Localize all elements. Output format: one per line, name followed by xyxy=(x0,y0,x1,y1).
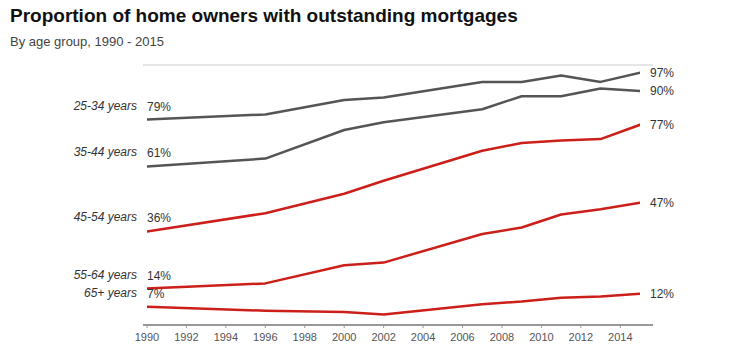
x-tick-label: 1992 xyxy=(174,331,198,343)
data-label: 12% xyxy=(650,287,674,301)
data-label: 79% xyxy=(147,100,171,114)
x-tick xyxy=(265,325,266,328)
series-line xyxy=(147,294,640,315)
x-tick xyxy=(423,325,424,328)
x-tick-label: 2004 xyxy=(411,331,435,343)
series-line xyxy=(147,203,640,289)
x-tick-label: 1998 xyxy=(293,331,317,343)
series-line xyxy=(147,88,640,166)
x-tick xyxy=(580,325,581,328)
x-tick-label: 1994 xyxy=(214,331,238,343)
data-label: 36% xyxy=(147,211,171,225)
series-label: 35-44 years xyxy=(74,145,137,159)
series-label: 45-54 years xyxy=(74,210,137,224)
data-label: 97% xyxy=(650,66,674,80)
plot-area xyxy=(147,73,640,315)
x-tick xyxy=(383,325,384,328)
data-label: 7% xyxy=(147,287,165,301)
chart: Proportion of home owners with outstandi… xyxy=(0,0,754,347)
grid-line xyxy=(143,325,653,326)
x-axis xyxy=(143,325,653,326)
x-tick xyxy=(344,325,345,328)
x-tick-label: 1996 xyxy=(253,331,277,343)
x-tick-label: 2010 xyxy=(529,331,553,343)
data-label: 61% xyxy=(147,146,171,160)
x-tick xyxy=(541,325,542,328)
x-tick xyxy=(147,325,148,328)
data-label: 14% xyxy=(147,269,171,283)
x-tick-label: 2014 xyxy=(608,331,632,343)
title: Proportion of home owners with outstandi… xyxy=(10,5,518,26)
x-tick xyxy=(225,325,226,328)
x-tick xyxy=(462,325,463,328)
x-tick-label: 2000 xyxy=(332,331,356,343)
x-tick xyxy=(620,325,621,328)
x-tick-label: 2006 xyxy=(450,331,474,343)
data-label: 77% xyxy=(650,118,674,132)
series-label: 55-64 years xyxy=(74,268,137,282)
series-label: 65+ years xyxy=(84,286,137,300)
series-line xyxy=(147,125,640,232)
series-label: 25-34 years xyxy=(73,99,137,113)
x-tick-label: 2008 xyxy=(490,331,514,343)
x-tick xyxy=(304,325,305,328)
x-tick-label: 2002 xyxy=(371,331,395,343)
x-tick-label: 1990 xyxy=(135,331,159,343)
x-tick xyxy=(186,325,187,328)
x-tick xyxy=(501,325,502,328)
grid-line xyxy=(143,65,653,66)
data-label: 47% xyxy=(650,196,674,210)
data-label: 90% xyxy=(650,84,674,98)
subtitle: By age group, 1990 - 2015 xyxy=(10,34,164,49)
x-tick-label: 2012 xyxy=(569,331,593,343)
